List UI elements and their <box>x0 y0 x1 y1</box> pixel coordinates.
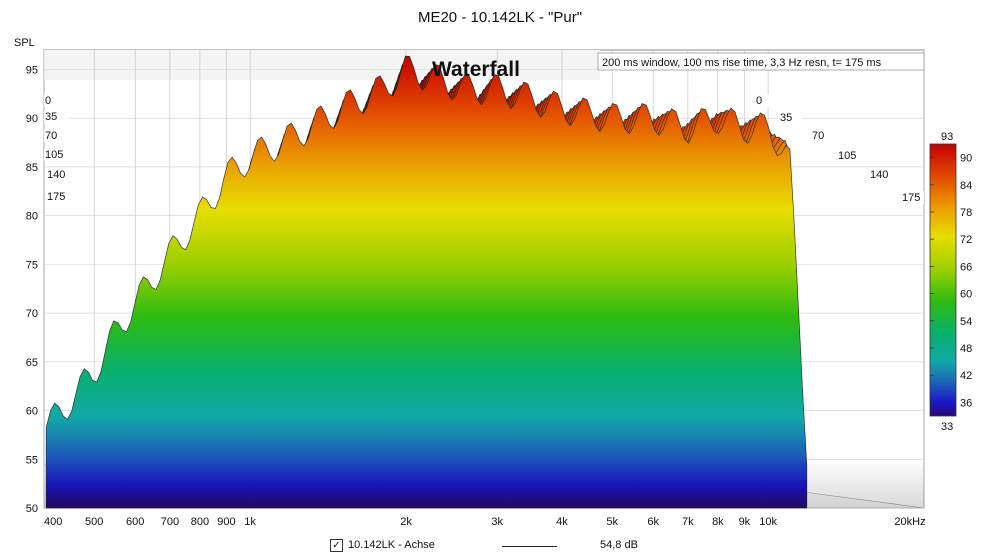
legend-series-label: 10.142LK - Achse <box>348 539 435 551</box>
time-label-bg <box>46 168 70 181</box>
colorbar-tick-label: 54 <box>960 316 972 328</box>
y-tick-label: 95 <box>26 64 38 76</box>
chart-title: ME20 - 10.142LK - "Pur" <box>417 9 583 26</box>
x-tick-label: 5k <box>606 516 618 528</box>
y-tick-label: 65 <box>26 357 38 369</box>
x-tick-label: 3k <box>491 516 503 528</box>
time-label-right: 105 <box>838 150 856 162</box>
time-label-left: 70 <box>45 130 57 142</box>
x-tick-label: 10k <box>759 516 777 528</box>
time-label-left: 35 <box>45 111 57 123</box>
x-tick-label: 900 <box>217 516 235 528</box>
time-labels-left: 0 35 70 105 140 175 <box>44 94 70 203</box>
colorbar-min: 33 <box>941 421 953 433</box>
x-tick-label: 700 <box>161 516 179 528</box>
y-tick-label: 75 <box>26 259 38 271</box>
y-tick-label: 50 <box>26 503 38 515</box>
colorbar-tick-label: 42 <box>960 370 972 382</box>
time-label-bg <box>868 168 892 181</box>
time-label-bg <box>900 191 924 204</box>
time-label-right: 0 <box>756 95 762 107</box>
y-tick-label: 85 <box>26 162 38 174</box>
x-tick-label: 800 <box>191 516 209 528</box>
y-axis-ticks: 95 90 85 80 75 70 65 60 55 50 <box>26 64 38 515</box>
time-label-bg <box>44 110 68 123</box>
y-tick-label: 60 <box>26 406 38 418</box>
x-tick-label: 7k <box>682 516 694 528</box>
time-label-bg <box>810 129 834 142</box>
colorbar-tick-label: 84 <box>960 180 972 192</box>
time-label-right: 175 <box>902 192 920 204</box>
y-tick-label: 90 <box>26 113 38 125</box>
x-tick-label: 6k <box>647 516 659 528</box>
time-label-bg <box>44 94 68 107</box>
y-tick-label: 55 <box>26 454 38 466</box>
y-tick-label: 70 <box>26 308 38 320</box>
colorbar-tick-label: 48 <box>960 343 972 355</box>
legend-line-sample <box>502 546 557 547</box>
waterfall-surface <box>44 55 924 509</box>
time-label-left: 140 <box>47 169 65 181</box>
time-label-right: 70 <box>812 130 824 142</box>
time-label-bg <box>44 148 68 161</box>
x-tick-label: 20kHz <box>894 516 925 528</box>
x-tick-label: 8k <box>712 516 724 528</box>
time-label-bg <box>44 129 68 142</box>
info-text: 200 ms window, 100 ms rise time, 3,3 Hz … <box>602 57 882 69</box>
time-label-bg <box>778 111 802 124</box>
x-tick-label: 600 <box>126 516 144 528</box>
colorbar-tick-label: 60 <box>960 289 972 301</box>
x-tick-label: 9k <box>739 516 751 528</box>
x-tick-label: 2k <box>400 516 412 528</box>
waterfall-slice <box>45 55 808 509</box>
back-wall <box>44 50 600 80</box>
colorbar-tick-label: 66 <box>960 261 972 273</box>
time-label-right: 35 <box>780 112 792 124</box>
time-labels-right: 0 35 70 105 140 175 <box>754 94 924 204</box>
chart-subtitle: Waterfall <box>432 58 520 81</box>
x-tick-label: 1k <box>244 516 256 528</box>
y-axis-label: SPL <box>14 37 35 49</box>
x-axis-ticks: 400 500 600 700 800 900 1k 2k 3k 4k 5k 6k 7k 8k 9k 10k 2… <box>44 516 926 528</box>
time-label-left: 175 <box>47 191 65 203</box>
colorbar-tick-label: 72 <box>960 234 972 246</box>
x-tick-label: 400 <box>44 516 62 528</box>
time-label-bg <box>46 190 70 203</box>
time-label-left: 105 <box>45 149 63 161</box>
time-label-left: 0 <box>45 95 51 107</box>
colorbar-max: 93 <box>941 131 953 143</box>
time-label-bg <box>836 149 860 162</box>
time-label-bg <box>754 94 778 107</box>
colorbar-tick-label: 90 <box>960 153 972 165</box>
colorbar-tick-label: 78 <box>960 207 972 219</box>
colorbar: 90 84 78 72 66 60 54 48 42 36 93 33 <box>929 131 972 433</box>
surface-shade <box>44 459 924 508</box>
x-tick-label: 500 <box>85 516 103 528</box>
info-box <box>597 52 925 71</box>
y-tick-label: 80 <box>26 211 38 223</box>
legend-checkbox[interactable]: ✓ <box>330 539 343 552</box>
legend-value: 54,8 dB <box>600 539 638 551</box>
time-label-right: 140 <box>870 169 888 181</box>
colorbar-tick-label: 36 <box>960 397 972 409</box>
x-tick-label: 4k <box>556 516 568 528</box>
